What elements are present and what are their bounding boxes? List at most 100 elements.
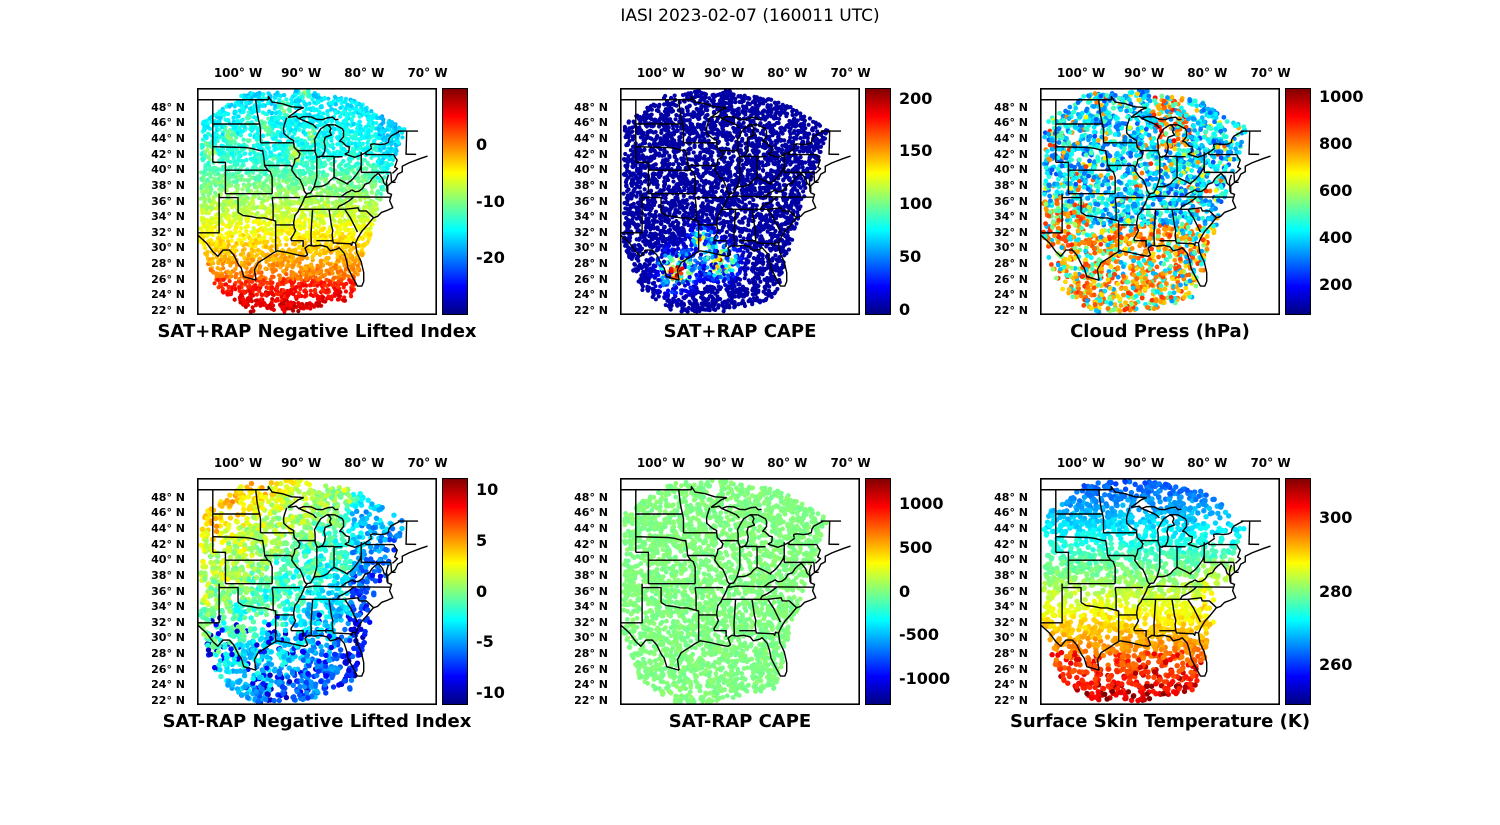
lat-axis-labels: 48° N 46° N 44° N 42° N 40° N 38° N 36° N 34° N… <box>137 478 191 708</box>
panel-title: Cloud Press (hPa) <box>1070 321 1250 342</box>
lon-tick-label: 90° W <box>281 456 322 470</box>
panel-title: SAT+RAP Negative Lifted Index <box>157 321 477 342</box>
lat-tick-label: 46° N <box>151 116 185 130</box>
lat-tick-label: 24° N <box>994 678 1028 692</box>
lon-tick-label: 100° W <box>636 66 686 80</box>
lat-tick-label: 24° N <box>994 288 1028 302</box>
lat-tick-label: 48° N <box>151 100 185 114</box>
colorbar-tick-label: 0 <box>476 581 488 601</box>
colorbar-tick-label: -20 <box>476 248 505 268</box>
lat-tick-label: 22° N <box>151 694 185 708</box>
lat-tick-label: 48° N <box>574 490 608 504</box>
colorbar-tick-label: 0 <box>899 581 911 601</box>
lat-tick-label: 44° N <box>574 521 608 535</box>
lat-tick-label: 40° N <box>574 163 608 177</box>
map-canvas <box>197 88 437 315</box>
lat-tick-label: 22° N <box>151 304 185 318</box>
map-canvas <box>197 478 437 705</box>
colorbar-tick-label: 1000 <box>1319 87 1364 107</box>
lat-tick-label: 48° N <box>151 490 185 504</box>
lat-tick-label: 30° N <box>151 241 185 255</box>
colorbar-tick-label: 260 <box>1319 654 1353 674</box>
lat-tick-label: 42° N <box>574 147 608 161</box>
lat-tick-label: 48° N <box>574 100 608 114</box>
panel-title: Surface Skin Temperature (K) <box>1009 711 1311 732</box>
lon-tick-label: 80° W <box>767 66 808 80</box>
lat-tick-label: 42° N <box>574 537 608 551</box>
panel-sat-minus-rap-cape: 100° W 90° W 80° W 70° W 48° N 46° N 44° N 42°… <box>560 444 980 744</box>
lon-tick-label: 80° W <box>344 66 385 80</box>
colorbar-tick-label: -500 <box>899 625 940 645</box>
panel-sat-minus-rap-nli: 100° W 90° W 80° W 70° W 48° N 46° N 44° N 42°… <box>137 444 557 744</box>
lon-tick-label: 80° W <box>1187 66 1228 80</box>
colorbar-tick-label: 400 <box>1319 227 1353 247</box>
lon-axis-labels: 100° W 90° W 80° W 70° W <box>620 66 871 84</box>
lat-tick-label: 24° N <box>574 288 608 302</box>
lat-tick-label: 34° N <box>151 210 185 224</box>
colorbar-tick-label: -10 <box>476 682 505 702</box>
lon-tick-label: 90° W <box>281 66 322 80</box>
lat-tick-label: 26° N <box>574 662 608 676</box>
lat-tick-label: 40° N <box>151 163 185 177</box>
lon-tick-label: 100° W <box>1056 456 1106 470</box>
lat-tick-label: 34° N <box>574 600 608 614</box>
lat-tick-label: 30° N <box>574 631 608 645</box>
lat-tick-label: 24° N <box>151 288 185 302</box>
lat-tick-label: 22° N <box>994 304 1028 318</box>
lat-tick-label: 26° N <box>151 272 185 286</box>
lat-tick-label: 36° N <box>994 584 1028 598</box>
lat-axis-labels: 48° N 46° N 44° N 42° N 40° N 38° N 36° N 34° N… <box>137 88 191 318</box>
lat-tick-label: 46° N <box>994 506 1028 520</box>
lat-tick-label: 34° N <box>994 210 1028 224</box>
panel-title: SAT-RAP CAPE <box>668 711 812 732</box>
panel-sat-plus-rap-cape: 100° W 90° W 80° W 70° W 48° N 46° N 44° N 42°… <box>560 54 980 354</box>
lat-axis-labels: 48° N 46° N 44° N 42° N 40° N 38° N 36° N 34° N… <box>560 88 614 318</box>
lat-tick-label: 28° N <box>151 257 185 271</box>
lat-tick-label: 38° N <box>994 178 1028 192</box>
colorbar-canvas <box>865 88 891 315</box>
lon-tick-label: 80° W <box>1187 456 1228 470</box>
lon-tick-label: 100° W <box>213 456 263 470</box>
lat-tick-label: 36° N <box>574 194 608 208</box>
lat-tick-label: 44° N <box>994 521 1028 535</box>
lon-axis-labels: 100° W 90° W 80° W 70° W <box>1040 456 1291 474</box>
lon-axis-labels: 100° W 90° W 80° W 70° W <box>197 66 448 84</box>
lat-tick-label: 46° N <box>574 506 608 520</box>
lat-tick-label: 30° N <box>994 241 1028 255</box>
lat-tick-label: 48° N <box>994 490 1028 504</box>
lon-tick-label: 70° W <box>830 456 871 470</box>
lon-axis-labels: 100° W 90° W 80° W 70° W <box>1040 66 1291 84</box>
lat-tick-label: 30° N <box>994 631 1028 645</box>
panel-title: SAT-RAP Negative Lifted Index <box>162 711 472 732</box>
colorbar-tick-labels: 300 280 260 <box>1319 478 1399 705</box>
lat-tick-label: 32° N <box>994 615 1028 629</box>
panel-title: SAT+RAP CAPE <box>663 321 817 342</box>
lat-tick-label: 46° N <box>994 116 1028 130</box>
lat-tick-label: 48° N <box>994 100 1028 114</box>
lat-tick-label: 40° N <box>994 163 1028 177</box>
colorbar-tick-labels: 200 150 100 50 0 <box>899 88 979 319</box>
colorbar-tick-label: 50 <box>899 246 922 266</box>
colorbar-tick-label: 500 <box>899 537 933 557</box>
lat-tick-label: 26° N <box>574 272 608 286</box>
panel-cloud-press: 100° W 90° W 80° W 70° W 48° N 46° N 44° N 42°… <box>980 54 1400 354</box>
lon-axis-labels: 100° W 90° W 80° W 70° W <box>620 456 871 474</box>
map-canvas <box>1040 478 1280 705</box>
lat-tick-label: 26° N <box>994 272 1028 286</box>
lat-tick-label: 32° N <box>574 615 608 629</box>
lon-tick-label: 70° W <box>1250 456 1291 470</box>
lon-tick-label: 100° W <box>1056 66 1106 80</box>
lat-tick-label: 36° N <box>574 584 608 598</box>
colorbar-tick-label: 200 <box>1319 274 1353 294</box>
lat-tick-label: 40° N <box>151 553 185 567</box>
lat-tick-label: 22° N <box>574 304 608 318</box>
lon-tick-label: 100° W <box>636 456 686 470</box>
lat-tick-label: 38° N <box>151 178 185 192</box>
lon-tick-label: 70° W <box>407 66 448 80</box>
lat-tick-label: 24° N <box>574 678 608 692</box>
lat-tick-label: 46° N <box>574 116 608 130</box>
colorbar-tick-label: 280 <box>1319 581 1353 601</box>
lat-tick-label: 44° N <box>151 131 185 145</box>
lat-axis-labels: 48° N 46° N 44° N 42° N 40° N 38° N 36° N 34° N… <box>560 478 614 708</box>
lat-tick-label: 44° N <box>574 131 608 145</box>
